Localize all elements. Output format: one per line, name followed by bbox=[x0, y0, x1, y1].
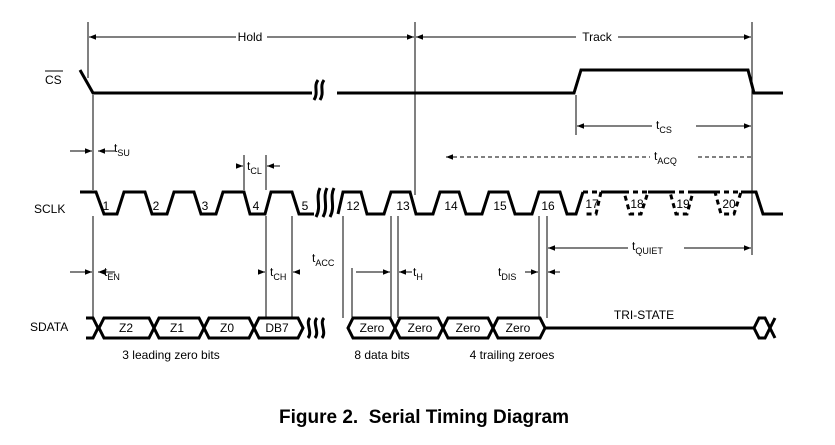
data-cell: DB7 bbox=[265, 321, 289, 335]
t-symbol: t bbox=[270, 265, 274, 279]
clock-number: 5 bbox=[302, 199, 309, 213]
sdata-waveform bbox=[86, 316, 777, 340]
timing-en: tEN bbox=[70, 216, 120, 318]
svg-text:tACQ: tACQ bbox=[654, 149, 677, 166]
h-sub: H bbox=[416, 272, 423, 282]
hold-label: Hold bbox=[238, 30, 263, 44]
data-cell: Z1 bbox=[170, 321, 184, 335]
clock-number: 14 bbox=[444, 199, 458, 213]
t-symbol: t bbox=[312, 251, 316, 265]
timing-acc: tACC bbox=[312, 216, 353, 318]
data-cell: Zero bbox=[506, 321, 531, 335]
trailing-zero-label: 4 trailing zeroes bbox=[470, 348, 555, 362]
clock-numbers: 1 2 3 4 5 12 13 14 15 16 17 18 19 20 bbox=[103, 197, 736, 213]
clock-number: 16 bbox=[541, 199, 555, 213]
timing-cs: tCS bbox=[575, 95, 751, 135]
clock-number: 12 bbox=[346, 199, 360, 213]
svg-text:tCL: tCL bbox=[247, 159, 262, 176]
clock-number: 20 bbox=[722, 197, 736, 211]
svg-text:tQUIET: tQUIET bbox=[632, 239, 663, 256]
acq-sub: ACQ bbox=[657, 156, 677, 166]
svg-text:tSU: tSU bbox=[114, 141, 130, 158]
t-symbol: t bbox=[656, 118, 660, 132]
t-symbol: t bbox=[247, 159, 251, 173]
en-sub: EN bbox=[107, 272, 120, 282]
su-sub: SU bbox=[117, 148, 130, 158]
cs-waveform bbox=[78, 68, 783, 101]
clock-number: 3 bbox=[202, 199, 209, 213]
timing-quiet: tQUIET bbox=[548, 237, 751, 257]
clock-number: 2 bbox=[153, 199, 160, 213]
clock-number: 13 bbox=[396, 199, 410, 213]
leading-zero-label: 3 leading zero bits bbox=[122, 348, 219, 362]
cl-sub: CL bbox=[250, 166, 262, 176]
cs-signal-label: CS bbox=[45, 73, 62, 87]
svg-text:tACC: tACC bbox=[312, 251, 335, 268]
clock-number: 15 bbox=[493, 199, 507, 213]
t-symbol: t bbox=[632, 239, 636, 253]
sdata-cells: Z2 Z1 Z0 DB7 Zero Zero Zero Zero TRI-STA… bbox=[119, 308, 674, 335]
clock-number: 18 bbox=[630, 197, 644, 211]
data-cell: Zero bbox=[456, 321, 481, 335]
tristate-label: TRI-STATE bbox=[614, 308, 674, 322]
svg-text:tDIS: tDIS bbox=[498, 265, 516, 282]
sclk-signal-label: SCLK bbox=[34, 202, 65, 216]
cs-sub: CS bbox=[659, 125, 672, 135]
clock-number: 19 bbox=[676, 197, 690, 211]
svg-text:tEN: tEN bbox=[104, 265, 120, 282]
phase-brackets: Hold Track bbox=[87, 22, 753, 255]
ch-sub: CH bbox=[273, 272, 286, 282]
sclk-waveform bbox=[80, 187, 783, 218]
timing-acq: tACQ bbox=[446, 146, 751, 166]
t-symbol: t bbox=[413, 265, 417, 279]
timing-h: tH bbox=[356, 216, 423, 318]
svg-text:tCH: tCH bbox=[270, 265, 286, 282]
clock-number: 4 bbox=[253, 199, 260, 213]
data-cell: Z0 bbox=[220, 321, 234, 335]
data-cell: Zero bbox=[360, 321, 385, 335]
clock-number: 17 bbox=[585, 197, 599, 211]
timing-cl: tCL bbox=[236, 155, 280, 190]
acc-sub: ACC bbox=[315, 258, 335, 268]
t-symbol: t bbox=[104, 265, 108, 279]
t-symbol: t bbox=[498, 265, 502, 279]
svg-text:tH: tH bbox=[413, 265, 423, 282]
dis-sub: DIS bbox=[501, 272, 516, 282]
track-label: Track bbox=[582, 30, 613, 44]
timing-su: tSU bbox=[70, 95, 130, 190]
timing-dis: tDIS bbox=[498, 216, 560, 318]
data-cell: Z2 bbox=[119, 321, 133, 335]
sdata-signal-label: SDATA bbox=[30, 320, 68, 334]
data-bits-label: 8 data bits bbox=[354, 348, 409, 362]
figure-caption: Figure 2. Serial Timing Diagram bbox=[279, 407, 569, 428]
svg-text:tCS: tCS bbox=[656, 118, 672, 135]
t-symbol: t bbox=[114, 141, 118, 155]
t-symbol: t bbox=[654, 149, 658, 163]
clock-number: 1 bbox=[103, 199, 110, 213]
quiet-sub: QUIET bbox=[635, 246, 663, 256]
timing-ch: tCH bbox=[258, 216, 300, 318]
data-cell: Zero bbox=[408, 321, 433, 335]
